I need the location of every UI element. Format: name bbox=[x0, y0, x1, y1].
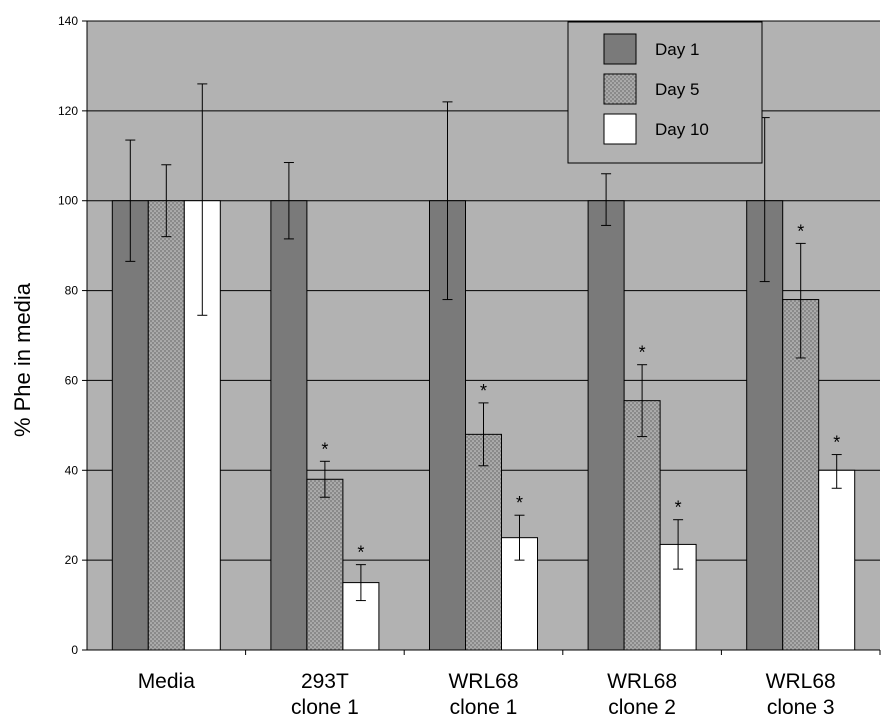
significance-markers: * * * * * * * * bbox=[321, 221, 840, 562]
bar bbox=[111, 200, 149, 651]
y-tick-label: 140 bbox=[58, 14, 78, 28]
significance-star: * bbox=[357, 543, 364, 563]
error-bars bbox=[125, 83, 842, 602]
significance-star: * bbox=[516, 493, 523, 513]
y-tick-label: 100 bbox=[58, 194, 78, 208]
y-axis-label: % Phe in media bbox=[10, 282, 35, 437]
category-label-line2: clone 2 bbox=[608, 696, 676, 719]
significance-star: * bbox=[797, 221, 804, 241]
bar bbox=[147, 200, 185, 651]
y-tick-label: 60 bbox=[65, 373, 79, 387]
y-tick-label: 120 bbox=[58, 104, 78, 118]
x-axis: Media 293T clone 1 WRL68 clone 1 WRL68 clone 2… bbox=[87, 649, 881, 719]
significance-star: * bbox=[833, 433, 840, 453]
bar bbox=[623, 400, 661, 651]
y-tick-label: 80 bbox=[65, 284, 79, 298]
bar bbox=[818, 469, 856, 651]
bar bbox=[465, 433, 502, 651]
legend-box bbox=[567, 21, 763, 164]
legend-swatch bbox=[603, 33, 637, 65]
category-label-line2: clone 1 bbox=[291, 696, 359, 719]
category-label: WRL68 bbox=[766, 670, 836, 693]
y-tick-label: 0 bbox=[71, 643, 78, 657]
legend-label: Day 10 bbox=[655, 120, 709, 139]
legend-swatch bbox=[603, 113, 637, 145]
category-label: WRL68 bbox=[607, 670, 677, 693]
legend-label: Day 1 bbox=[655, 40, 699, 59]
legend-swatch bbox=[603, 73, 637, 105]
significance-star: * bbox=[480, 381, 487, 401]
category-label-line2: clone 3 bbox=[767, 696, 835, 719]
significance-star: * bbox=[321, 439, 328, 459]
bar bbox=[587, 200, 625, 651]
bar bbox=[270, 200, 308, 651]
y-axis: 0 20 40 60 80 100 120 140 bbox=[58, 14, 88, 657]
category-label: Media bbox=[138, 670, 196, 693]
y-tick-label: 20 bbox=[65, 553, 79, 567]
bar bbox=[306, 478, 344, 651]
category-label-line2: clone 1 bbox=[450, 696, 518, 719]
significance-star: * bbox=[675, 498, 682, 518]
y-tick-label: 40 bbox=[65, 463, 79, 477]
legend: Day 1 Day 5 Day 10 bbox=[567, 21, 763, 164]
significance-star: * bbox=[639, 343, 646, 363]
legend-label: Day 5 bbox=[655, 80, 699, 99]
category-label: 293T bbox=[301, 670, 349, 693]
category-label: WRL68 bbox=[448, 670, 518, 693]
